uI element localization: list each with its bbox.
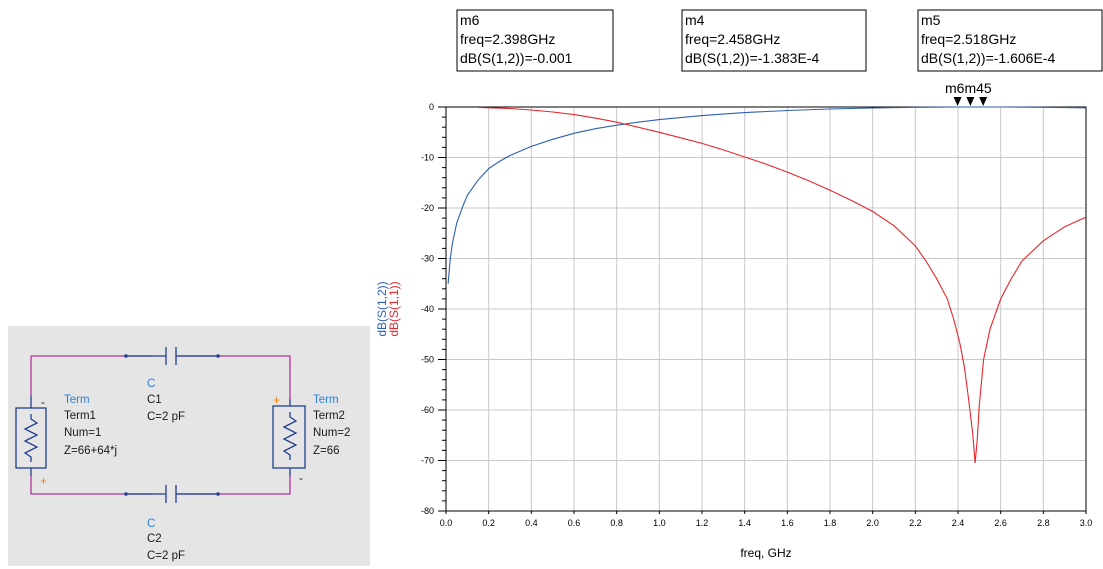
marker-m5-freq: freq=2.518GHz: [921, 31, 1016, 47]
series: [447, 106, 1087, 464]
c2-name: C2: [147, 533, 162, 545]
marker-m4-label: m4: [685, 12, 705, 28]
marker-m4-value: dB(S(1,2))=-1.383E-4: [685, 50, 819, 66]
capacitor-c1[interactable]: C C1 C=2 pF: [124, 347, 220, 423]
term2-z: Z=66: [313, 445, 340, 457]
x-tick-label: 1.6: [781, 518, 794, 528]
c2-type: C: [147, 518, 155, 530]
y-ticks: 0 -10 -20 -30 -40 -50 -60 -70 -80: [421, 102, 446, 516]
x-tick-label: 0.8: [610, 518, 623, 528]
y-tick-label: -10: [421, 153, 434, 163]
x-tick-label: 0.6: [568, 518, 581, 528]
x-tick-label: 0.0: [440, 518, 453, 528]
c2-value: C=2 pF: [147, 550, 185, 562]
x-tick-label: 0.2: [482, 518, 495, 528]
term2-type: Term: [313, 394, 339, 406]
marker-triangle-m5: [979, 97, 988, 106]
marker-triangle-m6: [953, 97, 962, 106]
x-tick-label: 2.4: [952, 518, 965, 528]
y-tick-label: -30: [421, 254, 434, 264]
term1-minus: -: [41, 397, 45, 409]
y-tick-label: 0: [429, 102, 434, 112]
x-tick-label: 0.4: [525, 518, 538, 528]
x-tick-label: 2.6: [994, 518, 1007, 528]
marker-box-m4: m4 freq=2.458GHz dB(S(1,2))=-1.383E-4: [681, 9, 867, 72]
marker-m4-freq: freq=2.458GHz: [685, 31, 780, 47]
x-tick-label: 2.0: [866, 518, 879, 528]
c1-name: C1: [147, 394, 162, 406]
term1-name: Term1: [64, 410, 96, 422]
term1-plus: +: [40, 474, 47, 488]
grid: [446, 107, 1086, 511]
y-axis-label-s11: dB(S(1,1)): [387, 281, 401, 336]
schematic-background: [8, 326, 370, 566]
series-line-s11: [477, 106, 1087, 464]
x-tick-label: 2.2: [909, 518, 922, 528]
x-tick-label: 2.8: [1037, 518, 1050, 528]
marker-m6-label: m6: [460, 12, 480, 28]
marker-tag: m6m45: [945, 80, 992, 96]
y-tick-label: -60: [421, 405, 434, 415]
marker-triangles: [953, 97, 988, 106]
series-line-s12: [447, 106, 1087, 284]
y-tick-label: -50: [421, 355, 434, 365]
marker-box-m6: m6 freq=2.398GHz dB(S(1,2))=-0.001: [456, 9, 614, 72]
x-tick-label: 1.0: [653, 518, 666, 528]
capacitor-c2[interactable]: C C2 C=2 pF: [124, 485, 220, 562]
y-tick-label: -40: [421, 304, 434, 314]
marker-m6-value: dB(S(1,2))=-0.001: [460, 50, 573, 66]
term1-num: Num=1: [64, 427, 101, 439]
marker-box-m5: m5 freq=2.518GHz dB(S(1,2))=-1.606E-4: [917, 9, 1103, 72]
x-ticks: 0.0 0.2 0.4 0.6 0.8 1.0 1.2 1.4 1.6 1.8 2.0 2.2 2.4 2…: [440, 511, 1093, 528]
term1-z: Z=66+64*j: [64, 445, 117, 457]
schematic-panel: C C1 C=2 pF C C2 C=2 pF - + Term Term1 N…: [8, 326, 370, 566]
y-tick-label: -80: [421, 506, 434, 516]
y-axis-label-s12: dB(S(1,2)): [375, 281, 389, 336]
term2-plus: +: [273, 393, 280, 407]
marker-triangle-m4: [966, 97, 975, 106]
c1-type: C: [147, 378, 155, 390]
marker-m5-value: dB(S(1,2))=-1.606E-4: [921, 50, 1055, 66]
term2-name: Term2: [313, 410, 345, 422]
c1-value: C=2 pF: [147, 411, 185, 423]
x-axis-label: freq, GHz: [740, 546, 791, 560]
x-tick-label: 1.4: [738, 518, 751, 528]
marker-m5-label: m5: [921, 12, 941, 28]
x-tick-label: 3.0: [1080, 518, 1093, 528]
y-tick-label: -70: [421, 456, 434, 466]
x-tick-label: 1.8: [824, 518, 837, 528]
y-tick-label: -20: [421, 203, 434, 213]
term2-minus: -: [299, 473, 303, 485]
term1[interactable]: - + Term Term1 Num=1 Z=66+64*j: [15, 394, 117, 488]
marker-m6-freq: freq=2.398GHz: [460, 31, 555, 47]
term1-type: Term: [64, 394, 90, 406]
x-tick-label: 1.2: [696, 518, 709, 528]
term2-num: Num=2: [313, 427, 350, 439]
term2[interactable]: + - Term Term2 Num=2 Z=66: [272, 393, 350, 485]
